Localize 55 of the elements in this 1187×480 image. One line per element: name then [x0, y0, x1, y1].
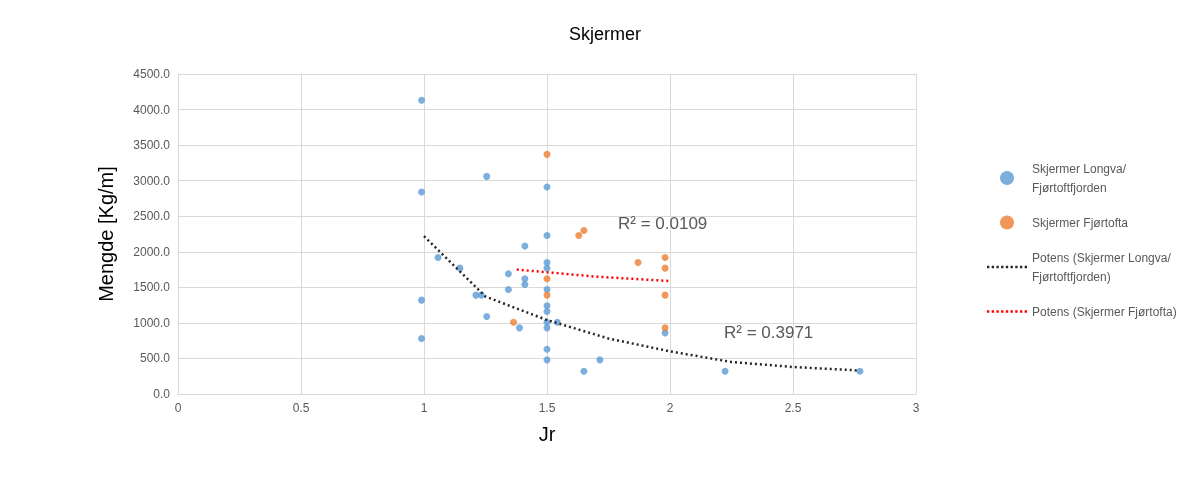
y-tick-label: 1500.0: [133, 280, 171, 295]
point: [661, 253, 669, 261]
point: [543, 275, 551, 283]
point: [521, 242, 529, 250]
point: [634, 258, 642, 266]
point: [418, 335, 426, 343]
annotation: R² = 0.0109: [618, 214, 708, 233]
y-tick-label: 4000.0: [133, 102, 171, 117]
legend-label: Potens (Skjermer Fjørtofta): [1032, 304, 1177, 319]
chart-title: Skjermer: [568, 24, 642, 44]
point: [515, 324, 523, 332]
y-tick-label: 2000.0: [133, 244, 171, 259]
annotation: R² = 0.3971: [724, 323, 814, 342]
point: [434, 253, 442, 261]
point: [521, 280, 529, 288]
point: [661, 264, 669, 272]
point: [543, 231, 551, 239]
legend-label: Potens (Skjermer Longva/Fjørtoftfjorden): [1032, 250, 1172, 284]
point: [483, 172, 491, 180]
x-tick-label: 2: [666, 401, 674, 415]
x-tick-label: 3: [912, 401, 920, 415]
point: [418, 296, 426, 304]
point: [504, 270, 512, 278]
y-tick-label: 0.0: [153, 387, 171, 401]
point: [580, 226, 588, 234]
point: [418, 188, 426, 196]
point: [580, 367, 588, 375]
point: [543, 345, 551, 353]
point: [721, 367, 729, 375]
legend-label: Skjermer Longva/Fjørtoftfjorden: [1032, 161, 1127, 195]
point: [661, 324, 669, 332]
point: [418, 96, 426, 104]
y-tick-label: 3500.0: [133, 138, 171, 153]
point: [504, 285, 512, 293]
y-tick-label: 500.0: [139, 351, 171, 366]
point: [543, 308, 551, 316]
y-axis-title: Mengde [Kg/m]: [95, 166, 117, 302]
y-tick-label: 4500.0: [133, 67, 171, 81]
y-tick-label: 3000.0: [133, 173, 171, 188]
x-tick-label: 1.5: [538, 401, 556, 415]
point: [856, 367, 864, 375]
x-tick-label: 2.5: [784, 401, 802, 415]
y-tick-label: 1000.0: [133, 315, 171, 330]
point: [596, 356, 604, 364]
point: [483, 312, 491, 320]
x-tick-label: 0.5: [292, 401, 310, 415]
y-tick-label: 2500.0: [133, 209, 171, 224]
legend-label: Skjermer Fjørtofta: [1032, 215, 1129, 230]
x-tick-label: 1: [420, 401, 428, 415]
x-axis-title: Jr: [538, 423, 556, 445]
point: [510, 318, 518, 326]
point: [661, 291, 669, 299]
point: [575, 231, 583, 239]
x-tick-label: 0: [174, 401, 182, 415]
point: [543, 150, 551, 158]
